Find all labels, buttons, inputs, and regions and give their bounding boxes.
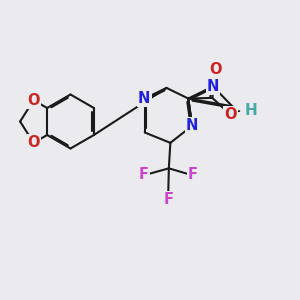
Text: F: F	[163, 192, 173, 207]
Text: N: N	[186, 118, 198, 133]
Text: O: O	[210, 62, 222, 77]
Text: F: F	[139, 167, 148, 182]
Text: N: N	[138, 91, 150, 106]
Text: O: O	[27, 135, 40, 150]
Text: N: N	[207, 79, 219, 94]
Text: O: O	[27, 93, 40, 108]
Text: H: H	[244, 103, 257, 118]
Text: F: F	[188, 167, 198, 182]
Text: O: O	[224, 107, 237, 122]
